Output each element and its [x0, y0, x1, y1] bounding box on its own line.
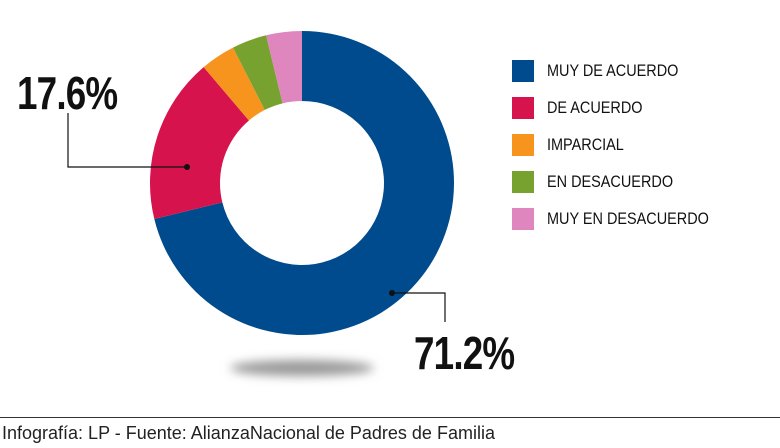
- legend: MUY DE ACUERDO DE ACUERDO IMPARCIAL EN DESA…: [512, 52, 738, 237]
- callout-dot-17-6: [184, 164, 190, 170]
- data-label-muy-de-acuerdo: 71.2%: [414, 327, 515, 379]
- legend-item: DE ACUERDO: [512, 89, 738, 126]
- legend-item: MUY DE ACUERDO: [512, 52, 738, 89]
- legend-swatch: [512, 133, 534, 156]
- legend-label: MUY DE ACUERDO: [547, 60, 679, 80]
- slice-muy-de-acuerdo: [154, 31, 455, 335]
- legend-swatch: [512, 207, 534, 230]
- legend-label: IMPARCIAL: [547, 134, 624, 154]
- legend-label: DE ACUERDO: [547, 97, 643, 117]
- slice-de-acuerdo: [150, 67, 249, 219]
- legend-item: MUY EN DESACUERDO: [512, 200, 738, 237]
- callout-line-71-2: [392, 292, 446, 322]
- legend-swatch: [512, 96, 534, 119]
- data-label-de-acuerdo: 17.6%: [17, 67, 118, 119]
- callout-dot-71-2: [389, 290, 395, 296]
- legend-label: MUY EN DESACUERDO: [547, 208, 709, 228]
- chart-shadow: [230, 360, 374, 376]
- callout-line-17-6: [67, 113, 187, 168]
- legend-label: EN DESACUERDO: [547, 171, 674, 191]
- divider: [0, 417, 780, 418]
- legend-item: IMPARCIAL: [512, 126, 738, 163]
- slice-imparcial: [203, 47, 265, 121]
- slice-en-desacuerdo: [232, 35, 283, 110]
- legend-item: EN DESACUERDO: [512, 163, 738, 200]
- footer-credit: Infografía: LP - Fuente: AlianzaNacional…: [2, 423, 495, 443]
- slice-muy-en-desacuerdo: [266, 31, 302, 104]
- legend-swatch: [512, 170, 534, 193]
- legend-swatch: [512, 59, 534, 82]
